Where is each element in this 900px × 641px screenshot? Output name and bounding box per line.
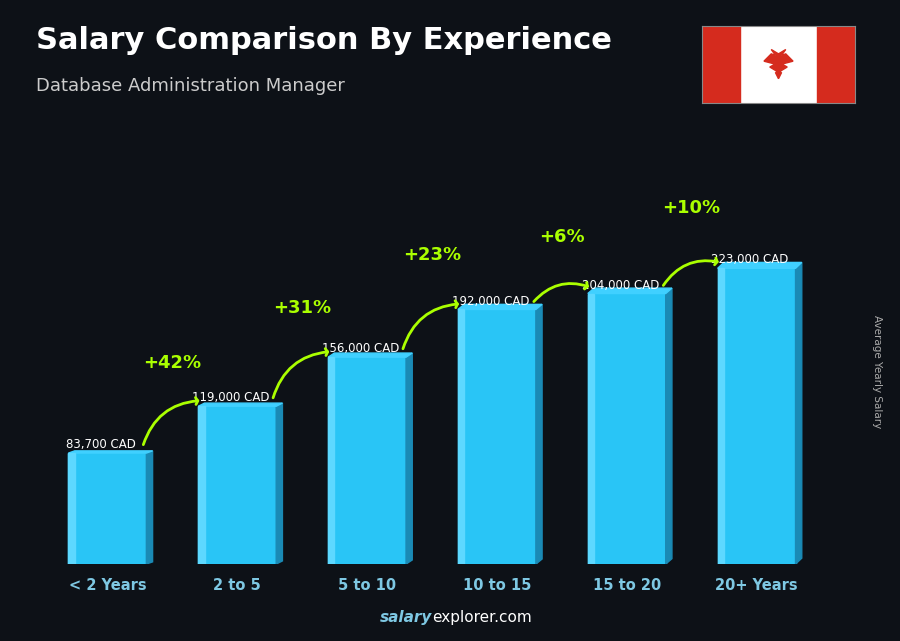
Text: 204,000 CAD: 204,000 CAD (581, 279, 659, 292)
Bar (702, 26, 740, 103)
Polygon shape (328, 353, 412, 357)
Text: 119,000 CAD: 119,000 CAD (192, 392, 269, 404)
Polygon shape (406, 353, 412, 564)
Text: Average Yearly Salary: Average Yearly Salary (872, 315, 883, 428)
Bar (198, 406, 204, 564)
Polygon shape (198, 403, 283, 406)
Polygon shape (68, 451, 153, 453)
Polygon shape (536, 304, 542, 564)
Text: +31%: +31% (273, 299, 331, 317)
Bar (328, 357, 335, 564)
Polygon shape (147, 451, 153, 564)
Polygon shape (717, 262, 802, 269)
Bar (68, 453, 75, 564)
Bar (717, 269, 724, 564)
Polygon shape (276, 403, 283, 564)
Polygon shape (666, 288, 672, 564)
Text: +23%: +23% (403, 246, 461, 263)
Bar (198, 406, 276, 564)
Bar (588, 294, 594, 564)
Text: Salary Comparison By Experience: Salary Comparison By Experience (36, 26, 612, 54)
Bar (458, 310, 464, 564)
Polygon shape (764, 49, 793, 79)
Text: salary: salary (380, 610, 432, 625)
Text: explorer.com: explorer.com (432, 610, 532, 625)
Text: 83,700 CAD: 83,700 CAD (66, 438, 136, 451)
Polygon shape (796, 262, 802, 564)
Polygon shape (458, 304, 542, 310)
Text: 192,000 CAD: 192,000 CAD (452, 294, 529, 308)
Bar (458, 310, 536, 564)
Text: Database Administration Manager: Database Administration Manager (36, 77, 345, 95)
Text: +10%: +10% (662, 199, 721, 217)
Text: +42%: +42% (143, 354, 202, 372)
Text: 156,000 CAD: 156,000 CAD (322, 342, 400, 355)
Text: +6%: +6% (539, 228, 585, 246)
Bar (328, 357, 406, 564)
Bar (588, 294, 666, 564)
Text: 223,000 CAD: 223,000 CAD (711, 253, 788, 267)
Bar (68, 453, 147, 564)
Bar (717, 269, 796, 564)
Polygon shape (588, 288, 672, 294)
Bar (817, 26, 855, 103)
